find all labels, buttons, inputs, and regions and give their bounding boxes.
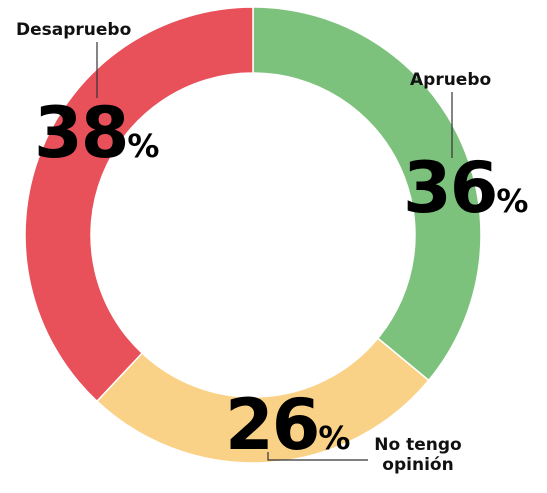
unit: % — [127, 127, 160, 165]
category-label: Apruebo — [410, 70, 492, 90]
donut-slice — [24, 6, 254, 403]
leader-line — [267, 452, 368, 461]
value-number: 26 — [225, 384, 320, 466]
unit: % — [318, 419, 351, 457]
unit: % — [496, 182, 529, 220]
value-label: 36% — [403, 153, 528, 223]
donut-slice — [252, 6, 482, 382]
donut-slice — [95, 337, 430, 464]
value-label: 38% — [34, 98, 159, 168]
value-number: 36 — [403, 147, 498, 229]
category-label: Desapruebo — [16, 20, 132, 40]
value-label: 26% — [225, 390, 350, 460]
category-label: No tengo opinión — [374, 435, 462, 475]
value-number: 38 — [34, 92, 129, 174]
